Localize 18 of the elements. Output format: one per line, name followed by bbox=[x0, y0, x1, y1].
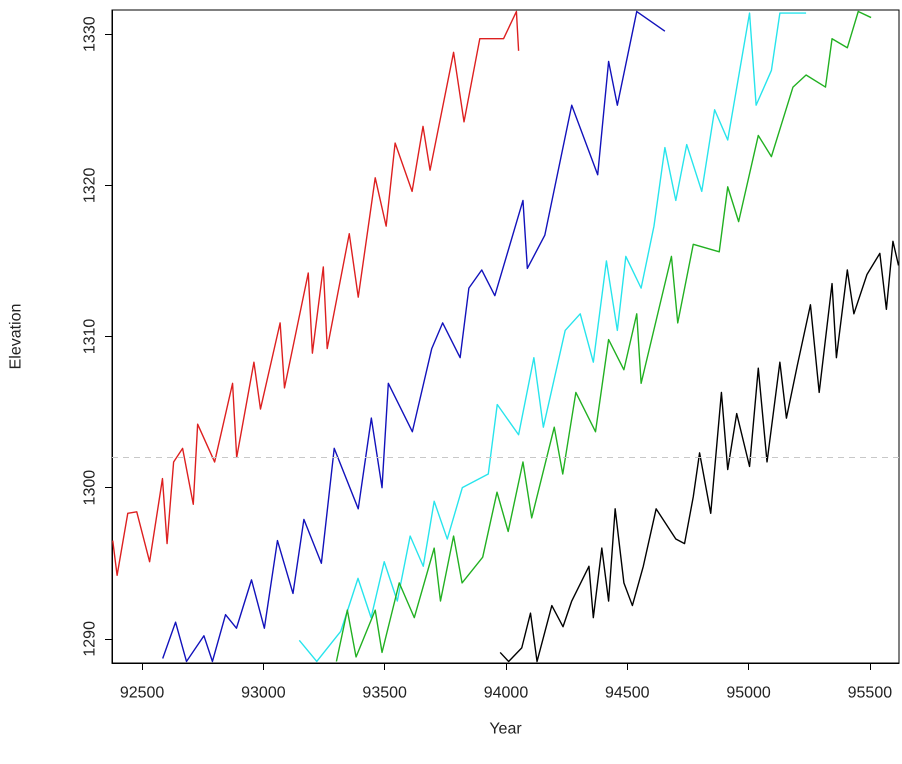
x-tick-label: 94000 bbox=[484, 684, 528, 702]
line-series bbox=[112, 10, 520, 576]
line-series bbox=[336, 10, 872, 662]
y-tick-label: 1330 bbox=[82, 16, 98, 52]
y-axis-title: Elevation bbox=[8, 304, 24, 370]
y-tick-label: 1310 bbox=[82, 318, 98, 354]
x-tick-label: 95500 bbox=[848, 684, 892, 702]
y-tick-label: 1290 bbox=[82, 620, 98, 657]
x-axis-title: Year bbox=[489, 720, 522, 738]
x-tick-label: 94500 bbox=[605, 684, 650, 702]
line-series bbox=[298, 12, 807, 662]
x-tick-label: 93000 bbox=[241, 684, 286, 702]
y-tick-label: 1320 bbox=[82, 167, 98, 204]
y-tick-label: 1300 bbox=[82, 470, 98, 506]
x-tick-label: 93500 bbox=[362, 684, 408, 702]
x-tick-label: 95000 bbox=[726, 684, 771, 702]
x-tick-label: 92500 bbox=[120, 684, 164, 702]
line-series bbox=[162, 10, 666, 662]
